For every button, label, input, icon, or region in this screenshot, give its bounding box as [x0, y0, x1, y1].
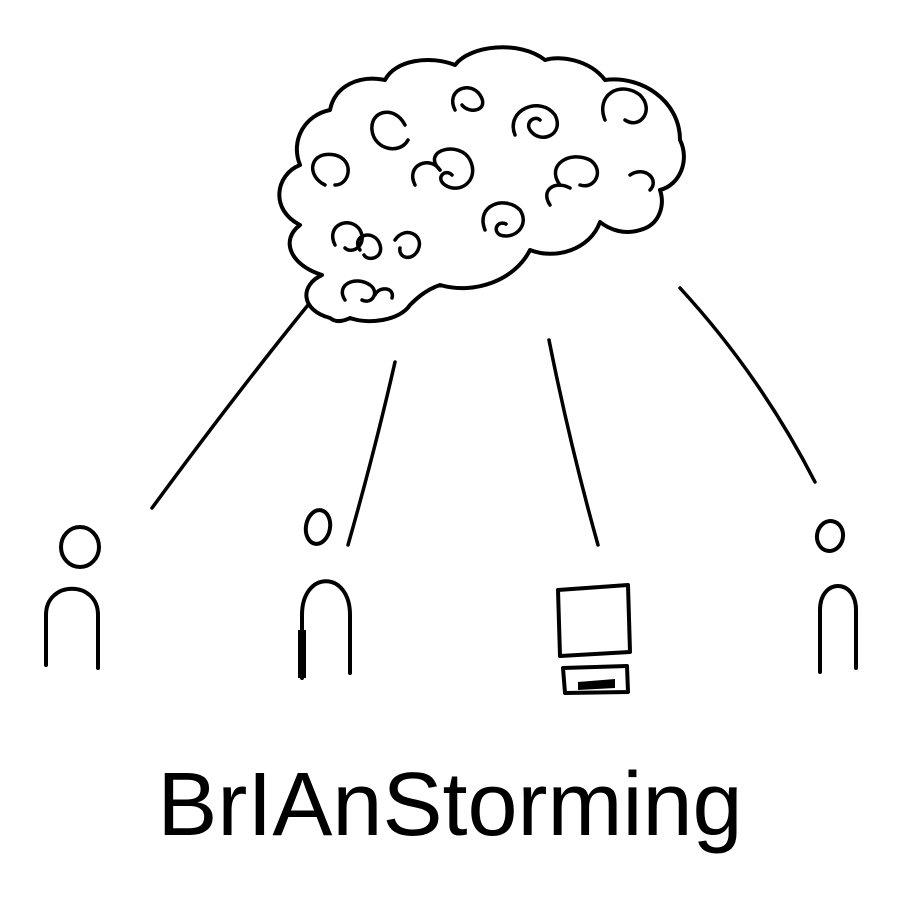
connector-lines	[150, 286, 817, 547]
connector-line	[678, 286, 817, 484]
diagram-title: BrIAnStorming	[157, 755, 743, 855]
computer-icon	[556, 583, 632, 695]
person-icon	[814, 519, 858, 674]
brain-cloud-icon	[277, 45, 686, 324]
connector-line	[346, 360, 397, 547]
connector-line	[150, 303, 310, 510]
person-icon	[44, 525, 101, 670]
connector-line	[547, 338, 600, 547]
person-icon	[298, 508, 352, 680]
